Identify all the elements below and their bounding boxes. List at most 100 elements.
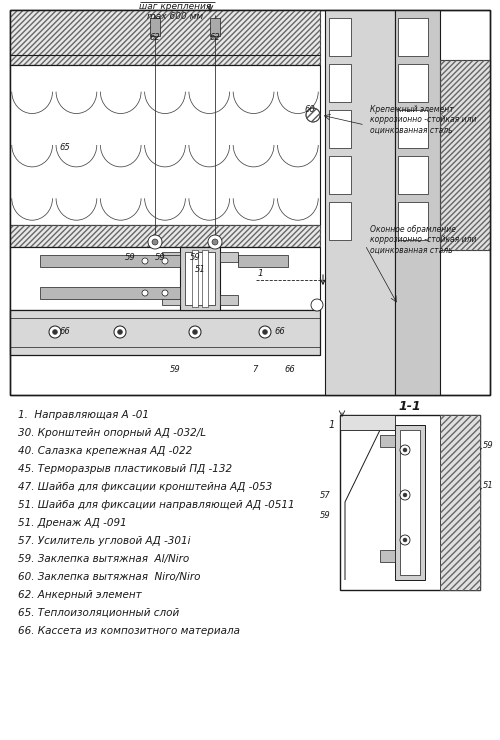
Bar xyxy=(10,10,490,395)
Bar xyxy=(329,64,351,102)
Bar xyxy=(40,255,180,267)
Bar xyxy=(10,310,320,355)
Text: 66. Кассета из композитного материала: 66. Кассета из композитного материала xyxy=(18,626,240,636)
Text: 59: 59 xyxy=(154,252,166,261)
Bar xyxy=(329,110,351,148)
Circle shape xyxy=(162,258,168,264)
Text: 1: 1 xyxy=(258,269,264,278)
Circle shape xyxy=(403,493,407,497)
Bar xyxy=(395,425,425,580)
Bar xyxy=(325,10,395,395)
Circle shape xyxy=(162,290,168,296)
Text: 7: 7 xyxy=(252,366,258,374)
Text: 57: 57 xyxy=(320,491,331,500)
Text: 62. Анкерный элемент: 62. Анкерный элемент xyxy=(18,590,142,600)
Bar xyxy=(210,18,220,36)
Text: 62: 62 xyxy=(150,33,160,42)
Text: 59: 59 xyxy=(190,252,200,261)
Circle shape xyxy=(114,326,126,338)
Text: 51: 51 xyxy=(194,266,205,275)
Bar xyxy=(398,18,428,56)
Text: 66: 66 xyxy=(274,328,285,337)
Bar xyxy=(395,10,440,395)
Text: 47. Шайба для фиксации кронштейна АД -053: 47. Шайба для фиксации кронштейна АД -05… xyxy=(18,482,272,492)
Circle shape xyxy=(259,326,271,338)
Bar xyxy=(220,252,238,262)
Text: 60. Заклепка вытяжная  Niro/Niro: 60. Заклепка вытяжная Niro/Niro xyxy=(18,572,201,582)
Text: 1.  Направляющая А -01: 1. Направляющая А -01 xyxy=(18,410,149,420)
Text: 59: 59 xyxy=(170,366,180,374)
Text: 65. Теплоизоляционный слой: 65. Теплоизоляционный слой xyxy=(18,608,179,618)
Circle shape xyxy=(142,290,148,296)
Circle shape xyxy=(400,445,410,455)
Bar xyxy=(10,10,490,395)
Text: 51: 51 xyxy=(483,480,494,489)
Bar xyxy=(10,247,320,310)
Bar xyxy=(10,10,320,65)
Circle shape xyxy=(212,239,218,245)
Text: 60: 60 xyxy=(304,106,316,115)
Circle shape xyxy=(403,538,407,542)
Bar xyxy=(10,225,320,247)
Bar xyxy=(10,65,320,225)
Text: 59. Заклепка вытяжная  Al/Niro: 59. Заклепка вытяжная Al/Niro xyxy=(18,554,189,564)
Text: 51. Дренаж АД -091: 51. Дренаж АД -091 xyxy=(18,518,127,528)
Text: 51. Шайба для фиксации направляющей АД -0511: 51. Шайба для фиксации направляющей АД -… xyxy=(18,500,294,510)
Bar xyxy=(150,18,160,36)
Bar xyxy=(398,202,428,240)
Text: 65: 65 xyxy=(60,144,70,152)
Bar xyxy=(400,430,420,575)
Circle shape xyxy=(262,329,268,334)
Text: 1-1: 1-1 xyxy=(398,400,421,413)
Text: 62: 62 xyxy=(210,33,220,42)
Bar xyxy=(340,415,395,430)
Text: 59: 59 xyxy=(320,511,331,519)
Bar xyxy=(220,295,238,305)
Circle shape xyxy=(49,326,61,338)
Bar xyxy=(340,415,480,590)
Bar xyxy=(40,287,180,299)
Bar xyxy=(398,64,428,102)
Circle shape xyxy=(118,329,122,334)
Bar xyxy=(10,225,320,247)
Circle shape xyxy=(142,258,148,264)
Circle shape xyxy=(306,108,320,122)
Bar xyxy=(180,247,220,310)
Text: 66: 66 xyxy=(60,328,70,337)
Circle shape xyxy=(311,299,323,311)
Bar xyxy=(329,202,351,240)
Bar xyxy=(329,156,351,194)
Circle shape xyxy=(148,235,162,249)
Circle shape xyxy=(400,490,410,500)
Text: 1: 1 xyxy=(329,420,335,430)
Bar xyxy=(398,156,428,194)
Bar xyxy=(238,255,288,267)
Text: 57. Усилитель угловой АД -301i: 57. Усилитель угловой АД -301i xyxy=(18,536,191,546)
Text: 66: 66 xyxy=(284,366,296,374)
Text: 59: 59 xyxy=(483,440,494,449)
Bar xyxy=(162,295,180,305)
Bar xyxy=(440,60,490,250)
Text: 59: 59 xyxy=(124,252,136,261)
Text: Оконное обрамление
коррозионно -стойкая или
оцинкованная сталь: Оконное обрамление коррозионно -стойкая … xyxy=(370,225,476,255)
Bar xyxy=(380,435,395,447)
Bar xyxy=(185,252,215,305)
Bar xyxy=(10,10,320,65)
Text: 45. Терморазрыв пластиковый ПД -132: 45. Терморазрыв пластиковый ПД -132 xyxy=(18,464,232,474)
Bar xyxy=(162,252,180,262)
Text: шаг крепления
max 600 мм: шаг крепления max 600 мм xyxy=(139,2,211,21)
Circle shape xyxy=(192,329,198,334)
Bar xyxy=(440,60,490,250)
Circle shape xyxy=(208,235,222,249)
Circle shape xyxy=(189,326,201,338)
Circle shape xyxy=(152,239,158,245)
Bar xyxy=(440,415,480,590)
Bar xyxy=(329,18,351,56)
Bar xyxy=(398,110,428,148)
Text: 30. Кронштейн опорный АД -032/L: 30. Кронштейн опорный АД -032/L xyxy=(18,428,206,438)
Bar xyxy=(440,415,480,590)
Circle shape xyxy=(400,535,410,545)
Text: Крепежный элемент
коррозионно -стойкая или
оцинкованная сталь: Крепежный элемент коррозионно -стойкая и… xyxy=(370,105,476,135)
Bar xyxy=(380,550,395,562)
Circle shape xyxy=(52,329,58,334)
